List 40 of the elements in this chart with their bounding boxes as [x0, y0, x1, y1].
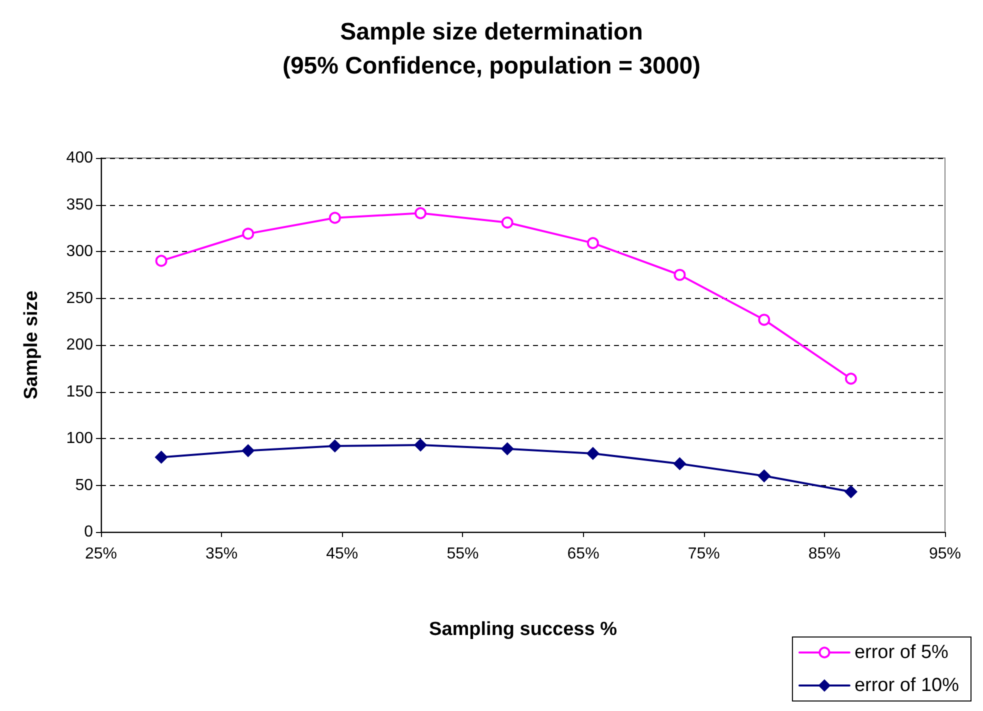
chart-title: Sample size determination (95% Confidence, population = 3000) [282, 18, 701, 80]
y-tick-label: 300 [66, 243, 94, 260]
y-tick-label: 350 [66, 196, 94, 214]
x-tick-label: 45% [326, 546, 358, 562]
y-tick-label: 250 [66, 290, 94, 307]
point [155, 254, 168, 267]
x-tick-label: 75% [688, 546, 720, 562]
point [328, 212, 341, 224]
point [758, 470, 770, 482]
legend-label: error of 10% [854, 675, 960, 696]
point [414, 207, 427, 220]
x-tick-label: 25% [84, 546, 118, 562]
y-tick-label: 50 [75, 476, 94, 494]
y-tick-label: 150 [66, 383, 94, 400]
point [155, 450, 168, 464]
point [844, 486, 858, 498]
point [328, 440, 342, 452]
point [501, 442, 514, 456]
point [242, 228, 254, 240]
point [586, 237, 599, 250]
point [414, 438, 427, 452]
point [586, 447, 600, 460]
point [758, 314, 770, 326]
point [242, 444, 254, 457]
point [673, 457, 686, 470]
point [674, 268, 686, 281]
y-tick-label: 100 [66, 430, 94, 447]
x-tick-label: 55% [446, 546, 479, 562]
point [844, 372, 857, 385]
point [501, 216, 514, 229]
y-axis-title: Sample size [21, 290, 42, 400]
x-axis-title: Sampling success % [429, 619, 618, 640]
y-tick-label: 200 [66, 336, 94, 354]
y-tick-label: 400 [66, 150, 94, 166]
x-tick-label: 65% [567, 546, 600, 562]
y-tick-label: 0 [84, 524, 94, 540]
x-tick-label: 85% [808, 546, 840, 562]
legend-label: error of 5% [854, 642, 949, 663]
x-tick-label: 95% [928, 546, 962, 562]
x-tick-label: 35% [206, 546, 238, 562]
